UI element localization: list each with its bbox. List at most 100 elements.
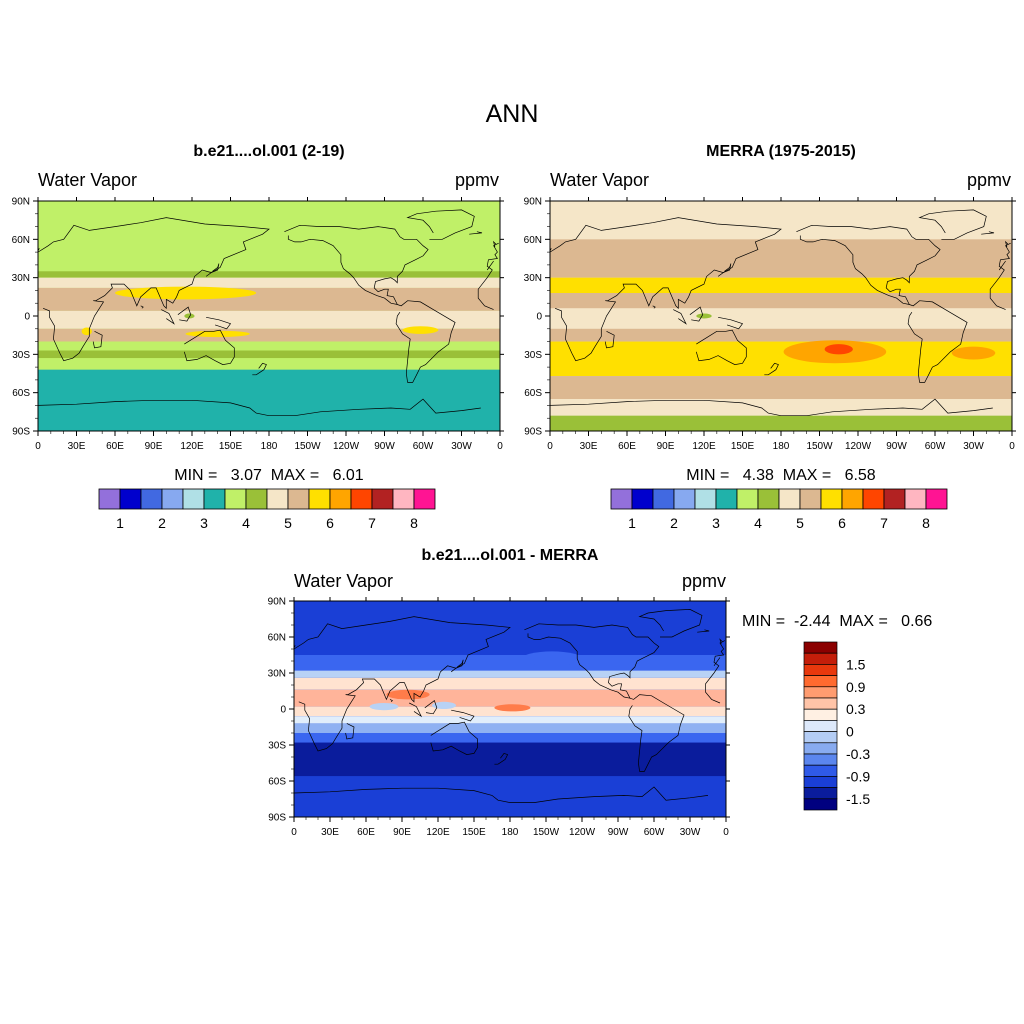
coastline [177, 306, 192, 322]
x-tick-label: 60W [644, 827, 665, 838]
field-band [294, 742, 726, 777]
panel-3-title: b.e21....ol.001 - MERRA [421, 547, 599, 564]
field-contour [951, 346, 996, 360]
panel-3-variable-label: Water Vapor [294, 571, 394, 591]
x-tick-label: 120W [569, 827, 596, 838]
colorbar-swatch [392, 488, 415, 510]
x-tick-label: 30W [963, 441, 984, 452]
colorbar-swatch [803, 708, 838, 721]
colorbar-label: 1 [628, 515, 636, 531]
field-band [38, 358, 500, 370]
field-contour [114, 286, 257, 300]
coastline [628, 694, 685, 772]
y-tick-label: 30N [12, 273, 30, 284]
field-band [38, 271, 500, 278]
field-contour [494, 704, 531, 712]
colorbar-label: 6 [326, 515, 334, 531]
x-tick-label: 150W [294, 441, 321, 452]
y-tick-label: 60N [12, 235, 30, 246]
coastlines [38, 209, 499, 417]
coastline [638, 609, 703, 638]
colorbar-swatch [820, 488, 843, 510]
colorbar-swatch [799, 488, 822, 510]
y-tick-label: 30S [524, 350, 542, 361]
colorbar-swatch [904, 488, 927, 510]
coastline [140, 305, 144, 309]
colorbar-label: 8 [922, 515, 930, 531]
colorbar-swatch [803, 652, 838, 665]
colorbar-swatch [803, 731, 838, 744]
x-tick-label: 120E [426, 827, 450, 838]
field-contour [369, 703, 399, 711]
colorbar-label: 4 [754, 515, 762, 531]
colorbar-swatch [413, 488, 436, 510]
field-contour [386, 689, 430, 700]
coastline [205, 263, 220, 277]
field-layer [38, 201, 500, 431]
colorbar-swatch [803, 764, 838, 777]
coastline [981, 231, 995, 235]
colorbar-swatch [161, 488, 184, 510]
field-band [38, 310, 500, 329]
colorbar-swatch [803, 798, 838, 811]
field-contour [696, 313, 712, 319]
coastline [918, 209, 987, 240]
field-contour [432, 701, 456, 709]
coastline [206, 316, 232, 330]
colorbar-swatch [803, 675, 838, 688]
panel-1-colorbar: 1 2 3 4 5 6 7 8 [98, 488, 436, 531]
colorbar-swatch [673, 488, 696, 510]
colorbar-label: 3 [200, 515, 208, 531]
x-tick-label: 150W [806, 441, 833, 452]
panel-2-units-label: ppmv [967, 170, 1012, 190]
field-band [294, 706, 726, 717]
x-tick-label: 120W [845, 441, 872, 452]
coastline [469, 231, 483, 235]
colorbar-label: 2 [670, 515, 678, 531]
field-band [550, 201, 1012, 240]
coastline [550, 398, 993, 417]
field-band [38, 277, 500, 288]
y-tick-label: 60S [12, 388, 30, 399]
coastline [550, 217, 1011, 362]
coastline [718, 316, 744, 330]
colorbar-label: 0.3 [846, 701, 866, 717]
coastline [695, 329, 747, 365]
field-band [294, 677, 726, 690]
figure-title: ANN [485, 100, 539, 128]
y-tick-label: 90S [12, 427, 30, 438]
coastline [796, 224, 941, 305]
x-tick-label: 120E [692, 441, 716, 452]
colorbar-swatch [245, 488, 268, 510]
coastline [406, 209, 475, 240]
x-tick-label: 180 [773, 441, 790, 452]
colorbar-swatch [841, 488, 864, 510]
colorbar-swatch [694, 488, 717, 510]
colorbar-label: 7 [368, 515, 376, 531]
coastline [294, 786, 709, 803]
y-tick-label: 30S [268, 741, 286, 752]
y-tick-label: 0 [536, 312, 542, 323]
coastline [252, 362, 267, 376]
colorbar-swatch [803, 686, 838, 699]
coastline [161, 309, 175, 325]
panel-2-title: MERRA (1975-2015) [706, 143, 856, 160]
panel-1-min-max: MIN = 3.07 MAX = 6.01 [174, 467, 364, 484]
field-contour [824, 344, 853, 355]
field-contour [81, 327, 92, 336]
y-tick-label: 0 [24, 312, 30, 323]
colorbar-label: 2 [158, 515, 166, 531]
x-tick-label: 60E [357, 827, 375, 838]
colorbar-swatch [803, 787, 838, 800]
colorbar-label: 4 [242, 515, 250, 531]
field-band [38, 328, 500, 342]
x-tick-label: 150E [731, 441, 755, 452]
colorbar-swatch [119, 488, 142, 510]
colorbar-label: 1 [116, 515, 124, 531]
x-tick-label: 0 [497, 441, 503, 452]
coastline [524, 623, 660, 699]
y-tick-label: 30N [524, 273, 542, 284]
colorbar-swatch [803, 720, 838, 732]
panel-3-units-label: ppmv [682, 571, 727, 591]
field-band [550, 376, 1012, 400]
